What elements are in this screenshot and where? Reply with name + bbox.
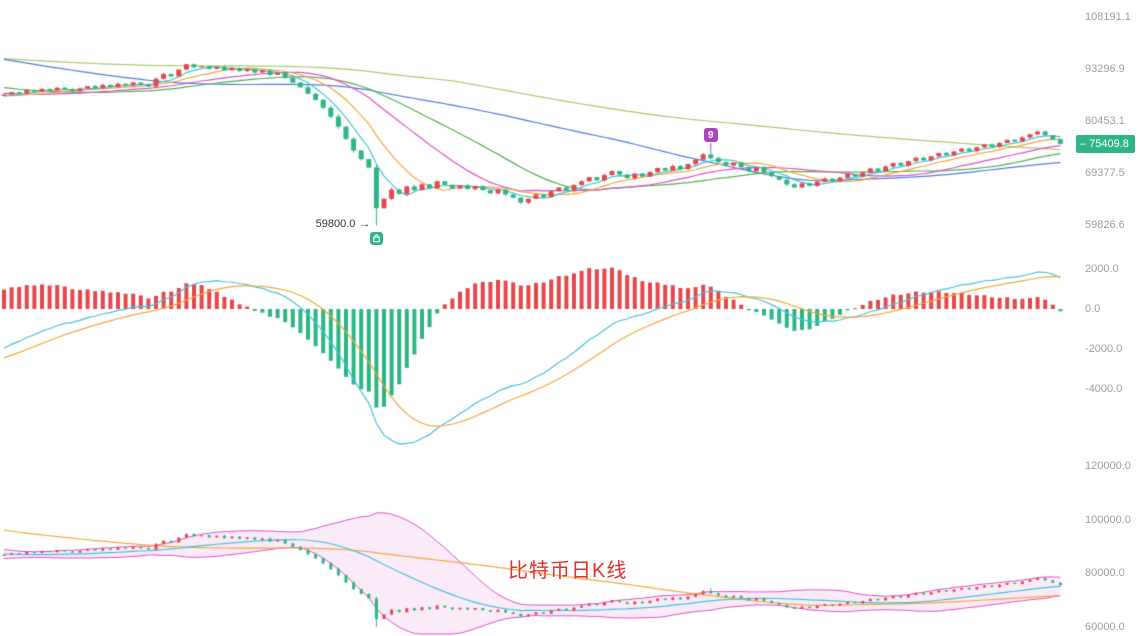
low-price-label: 59800.0 — [315, 218, 356, 231]
buy-marker-icon[interactable] — [369, 232, 383, 246]
price-tag-dash: ‒ — [1080, 137, 1087, 150]
arrow-right-icon: → — [359, 218, 371, 231]
marker-9-badge[interactable]: 9 — [703, 128, 718, 143]
chart-title: 比特币日K线 — [508, 560, 628, 582]
current-price-value: 75409.8 — [1089, 137, 1129, 150]
current-price-tag: ‒ 75409.8 — [1076, 134, 1135, 153]
bag-icon — [373, 234, 380, 243]
low-price-annotation: 59800.0 → — [316, 218, 371, 230]
